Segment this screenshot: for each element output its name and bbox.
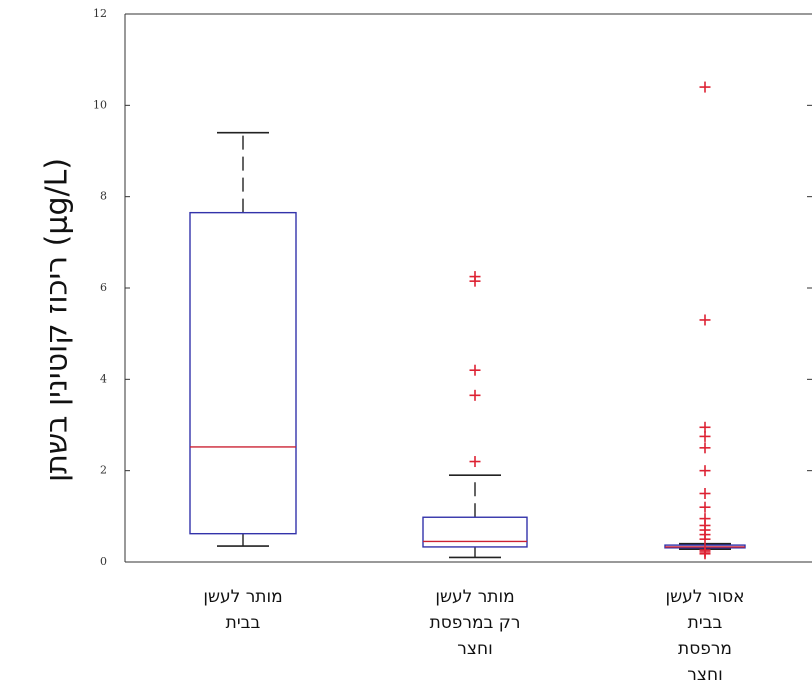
outlier-marker [699,442,711,454]
x-category-label: אסור לעשן בבית מרפסת וחצר [665,587,745,685]
y-axis-label: ריכוז קוטינין בשתן (μg/L) [40,158,75,482]
x-category-label: מותר לעשן בבית [203,587,283,633]
outlier-marker [699,544,711,556]
outlier-marker [699,465,711,477]
y-tick-label: 6 [100,281,107,294]
y-tick-label: 2 [100,464,107,477]
y-tick-label: 8 [100,190,107,203]
y-axis-ticks: 0 2 4 6 8 10 12 [93,7,812,568]
y-tick-label: 0 [100,555,107,568]
box-group [189,131,297,547]
outlier-marker [699,488,711,499]
x-category-label: מותר לעשן רק במרפסת וחצר [429,587,521,659]
outlier-marker [699,81,711,93]
outlier-marker [469,456,481,468]
boxes [189,81,746,560]
plot-axes [124,13,812,563]
outlier-marker [699,513,711,525]
outlier-marker [699,314,711,326]
outlier-marker [699,421,711,433]
box [189,211,297,535]
y-tick-label: 12 [93,7,107,20]
outlier-marker [469,364,481,376]
box-group [422,271,528,559]
outlier-marker [469,271,481,283]
y-tick-label: 10 [93,98,107,111]
outlier-marker [469,389,481,401]
y-tick-label: 4 [100,372,107,385]
box [422,516,528,548]
outlier-marker [699,501,711,513]
box-group [664,81,746,560]
